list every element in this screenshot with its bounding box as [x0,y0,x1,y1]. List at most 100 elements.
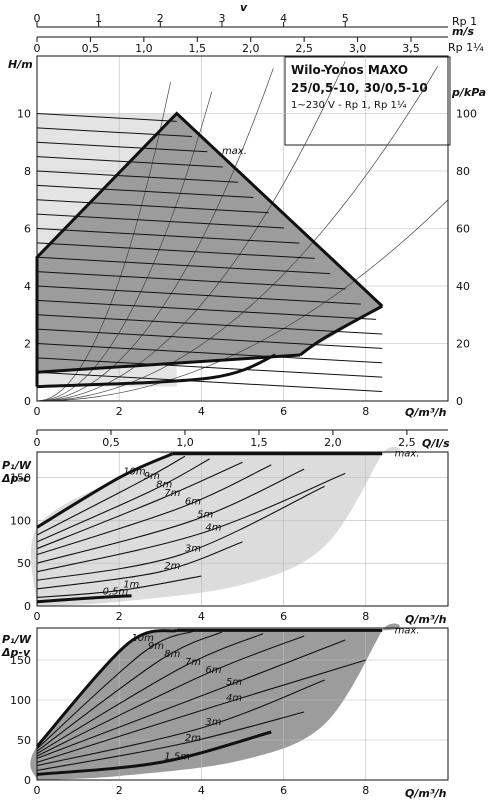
power-area [30,446,401,606]
title-box: Wilo-Yonos MAXO 25/0,5-10, 30/0,5-10 1~2… [284,56,451,146]
power-area [30,623,400,780]
power-curve-label: 0,5m [103,586,129,597]
y-axis-label-head: H/m [8,58,33,71]
v-label: v [240,1,248,14]
rp1-tick-label: 4 [280,12,287,25]
ylabel-dp-v: P₁/W [2,633,32,646]
pressure-ytick-label: 40 [456,280,470,293]
power-xtick-label: 8 [362,610,369,623]
power-curve [36,472,346,573]
rp114-tick-label: 0 [34,42,41,55]
head-ytick-label: 0 [24,395,31,408]
power-curve-label: 4m [226,693,242,704]
power-frame [36,451,449,607]
power-curve-label: 7m [164,488,180,499]
head-system-curve [36,199,449,402]
head-min-dp [36,353,301,374]
head-level-line [36,256,331,275]
head-system-curve [36,82,171,402]
x-axis-top-label-dp-c: Q/l/s [422,437,450,450]
power-max-speed-curve [35,628,178,748]
head-ytick-label: 2 [24,338,31,351]
power-ytick-label: 100 [10,694,31,707]
power-curve-label: 8m [156,480,172,491]
power-curve [36,464,272,556]
power-curve-label: 8m [164,649,180,660]
power-xtick-label: 6 [280,610,287,623]
power-xtick-label: 0 [34,610,41,623]
head-frame [36,55,449,402]
power-curve-label: 6m [205,665,221,676]
rp1-tick-label: 1 [95,12,102,25]
power-curve [36,458,210,543]
head-level-line [36,328,383,349]
power-ytick-label: 100 [10,514,31,527]
head-max-label: max. [222,146,247,157]
head-level-line [36,199,269,214]
power-curve-label: 9m [144,471,160,482]
power-curve-label: 10m [123,467,146,478]
ylabel-dp-c: P₁/W [2,459,32,472]
head-level-line [36,127,193,138]
x-axis-label-dp-v: Q/m³/h [405,787,447,800]
head-level-line [36,141,208,153]
head-level-line [36,371,383,393]
pressure-ytick-label: 20 [456,338,470,351]
head-level-line [36,271,346,290]
x-axis-label-dp-c: Q/m³/h [405,613,447,626]
power-curve [36,575,202,598]
power-curve-label: 1,5m [164,751,190,762]
power-curve [36,639,346,759]
y-axis-label-pressure: p/kPa [451,86,486,99]
rp114-tick-label: 0,5 [82,42,100,55]
rp1-tick-label: 5 [342,12,349,25]
head-level-line [36,228,300,244]
power-curve-label: 3m [185,544,201,555]
head-xtick-label: 8 [362,405,369,418]
power-curve [36,541,243,590]
power-curve [36,659,366,763]
head-ytick-label: 8 [24,165,31,178]
v-unit-label: m/s [452,25,474,38]
mode-label-dp-c: Δp-c [1,472,30,485]
head-xtick-label: 4 [198,405,205,418]
pressure-ytick-label: 100 [456,108,477,121]
mode-label-dp-v: Δp-v [1,646,31,659]
power-max-label: max. [395,625,420,636]
qls-tick-label: 1,0 [176,436,194,449]
rp1-label: Rp 1 [452,15,477,28]
rp1-tick-label: 3 [218,12,225,25]
rp114-label: Rp 1¼ [448,41,484,54]
power-curve-label: 5m [197,509,213,520]
power-curve-label: 4m [205,522,221,533]
head-max-curve-end [299,304,383,357]
power-curve-label: 9m [148,641,164,652]
head-level-line [36,170,239,183]
qls-tick-label: 2,0 [324,436,342,449]
power-ytick-label: 0 [24,600,31,613]
power-curve-label: 3m [205,717,221,728]
power-curve-label: 5m [226,677,242,688]
power-max-label: max. [395,449,420,460]
title-line3: 1~230 V - Rp 1, Rp 1¼ [291,99,407,111]
power-curve [36,679,325,767]
head-system-curve [36,61,346,402]
power-xtick-label: 0 [34,784,41,797]
power-curve [36,485,325,581]
head-level-line [36,285,361,305]
pressure-ytick-label: 0 [456,395,463,408]
head-xtick-label: 6 [280,405,287,418]
head-operating-area [37,113,383,387]
power-xtick-label: 6 [280,784,287,797]
head-min-curve [36,353,276,389]
rp114-tick-label: 2,0 [242,42,260,55]
power-curve-label: 1m [123,580,139,591]
power-curve [36,711,305,771]
head-ytick-label: 4 [24,280,31,293]
rp114-tick-label: 3,5 [402,42,420,55]
power-ytick-label: 150 [10,472,31,485]
power-curve [36,635,305,757]
head-xtick-label: 0 [34,405,41,418]
power-curve [36,631,223,752]
qls-tick-label: 2,5 [398,436,416,449]
